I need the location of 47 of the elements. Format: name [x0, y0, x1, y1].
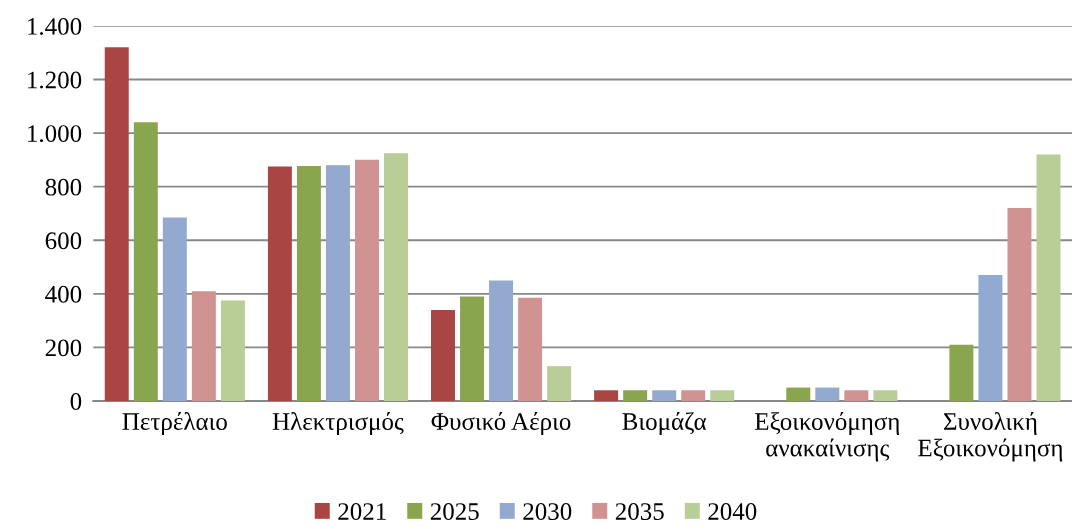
legend-label: 2025 [430, 503, 479, 520]
bar [354, 159, 379, 401]
bar [786, 387, 811, 401]
bar [431, 309, 455, 401]
legend-label: 2021 [338, 503, 386, 520]
y-tick-label: 1.400 [28, 17, 82, 35]
x-tick-label: Συνολική Εξοικονόμηση [918, 412, 1063, 462]
y-tick-label: 200 [45, 339, 82, 357]
bar [162, 217, 187, 401]
y-tick-label: 1.000 [28, 125, 82, 143]
bar [104, 47, 129, 401]
bar [384, 153, 409, 401]
bar [815, 387, 840, 401]
bar [844, 390, 869, 401]
bar [547, 366, 572, 401]
bar [325, 165, 350, 401]
bar [623, 390, 648, 401]
x-tick-label: Ηλεκτρισμός [272, 412, 404, 436]
bar [710, 390, 735, 401]
bar [594, 390, 619, 401]
x-tick-label: Βιομάζα [622, 412, 707, 436]
bar [1007, 208, 1032, 401]
x-tick-label: Εξοικονόμηση ανακαίνισης [755, 412, 900, 462]
bar [978, 275, 1003, 401]
bar [133, 122, 158, 401]
bar [460, 296, 485, 401]
y-tick-label: 600 [45, 232, 82, 250]
y-tick-label: 0 [70, 393, 82, 410]
bar [949, 344, 974, 401]
bar [652, 390, 677, 401]
bar [191, 291, 216, 401]
x-tick-label: Πετρέλαιο [122, 412, 227, 436]
legend-label: 2035 [615, 503, 664, 520]
y-tick-label: 400 [45, 285, 82, 303]
bar [518, 297, 543, 401]
bar [873, 390, 898, 401]
y-tick-label: 1.200 [28, 71, 82, 89]
bar [681, 390, 706, 401]
bar [1036, 154, 1061, 401]
legend-label: 2030 [523, 503, 572, 520]
legend-label: 2040 [708, 503, 757, 520]
y-tick-label: 800 [45, 178, 82, 196]
bar [267, 166, 292, 401]
bar [489, 280, 514, 401]
x-tick-label: Φυσικό Αέριο [431, 412, 571, 436]
bar [296, 166, 321, 401]
bar [220, 300, 245, 401]
